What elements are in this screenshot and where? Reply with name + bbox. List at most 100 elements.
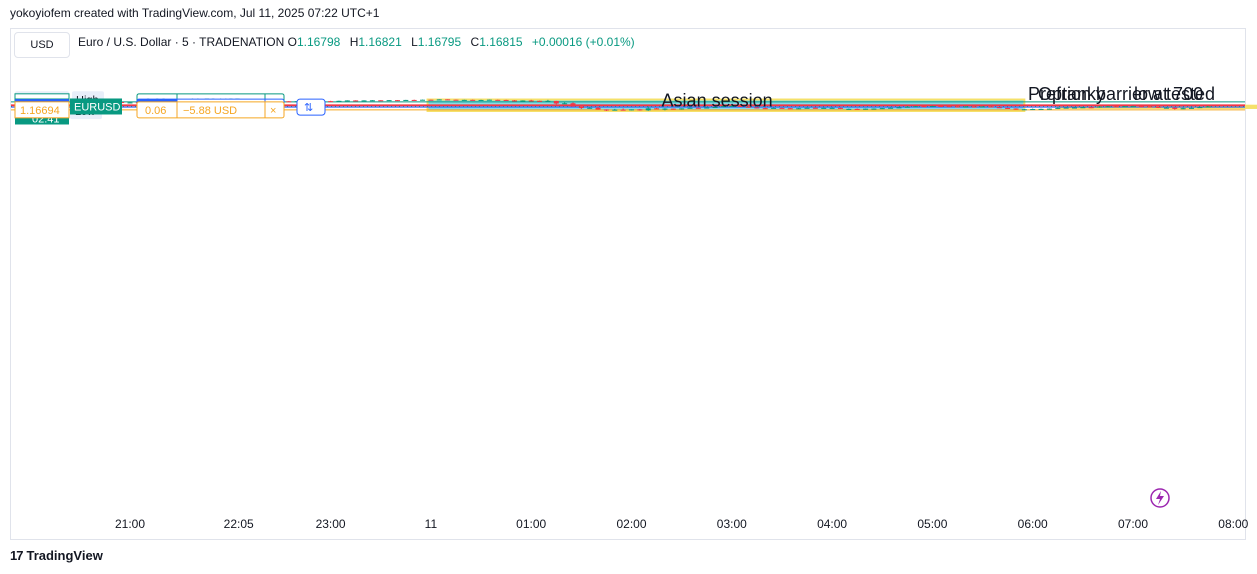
candle-body [1205,106,1211,108]
x-tick-label: 21:00 [115,517,145,531]
open-label: O [287,35,297,49]
annotation-option-barrier: Option barrier at 700 [1038,84,1203,104]
candle-body [1113,106,1119,108]
candle-body [495,99,501,101]
candle-body [921,106,927,108]
candle-body [796,108,802,110]
candle-body [353,100,359,102]
currency-button[interactable]: USD [14,32,70,58]
candle-body [754,107,760,109]
candle-body [403,99,409,101]
candle-body [344,100,350,102]
candle-body [737,105,743,107]
candle-body [328,101,334,103]
reverse-position-icon[interactable]: ⇅ [304,102,313,114]
candle-body [679,108,685,110]
candle-body [1055,107,1061,109]
candle-body [394,100,400,102]
symbol-description: Euro / U.S. Dollar · 5 · TRADENATION [78,35,285,49]
tradingview-footer: 17 TradingView [10,548,103,563]
position-qty: 0.06 [145,105,166,117]
symbol-legend: Euro / U.S. Dollar · 5 · TRADENATION O1.… [78,35,635,49]
high-label: H [349,35,359,49]
position-close-icon[interactable]: × [270,105,276,117]
candle-body [871,108,877,110]
candle-body [436,99,442,101]
candle-body [503,99,509,101]
x-tick-label: 04:00 [817,517,847,531]
candle-body [720,106,726,108]
candle-body [1097,106,1103,108]
x-tick-label: 06:00 [1018,517,1048,531]
candle-body [829,107,835,109]
close-label: C [470,35,480,49]
candle-body [896,107,902,109]
candle-body [603,109,609,111]
tradingview-logo-icon: 17 [10,548,24,563]
x-tick-label: 08:00 [1218,517,1248,531]
candle-body [787,108,793,110]
candle-body [971,106,977,108]
candle-body [470,99,476,101]
candle-body [1189,107,1195,109]
candle-body [637,109,643,111]
candle-body [888,107,894,109]
open-value: 1.16798 [296,35,341,49]
candle-body [1088,107,1094,109]
position-pill-orange [136,101,285,119]
symbol-tag-bg [70,98,122,115]
candle-body [879,108,885,110]
candle-body [946,106,952,108]
candle-body [988,106,994,108]
candle-body [1021,109,1027,111]
candle-body [821,107,827,109]
candle-body [662,108,668,110]
candle-body [670,108,676,110]
candle-body [1080,107,1086,109]
x-tick-label: 11 [425,517,438,531]
lightning-icon-ring [1150,488,1170,508]
candle-body [336,100,342,102]
candle-body [127,102,133,104]
candle-body [695,107,701,109]
candle-body [729,105,735,107]
candle-body [1122,106,1128,108]
candle-body [954,106,960,108]
candle-body [361,100,367,102]
candle-body [712,107,718,109]
candle-body [846,108,852,110]
candle-body [553,100,559,104]
candle-body [963,106,969,108]
candle-body [595,107,601,110]
candle-body [771,107,777,109]
candle-body [620,109,626,111]
candle-body [511,100,517,102]
candle-body [378,100,384,102]
candle-body [1147,106,1153,108]
candle-body [654,108,660,110]
candle-body [587,107,593,109]
candle-body [1138,106,1144,108]
x-tick-label: 01:00 [516,517,546,531]
low-value: 1.16795 [417,35,462,49]
candle-body [1030,109,1036,111]
chart-frame [10,28,1246,540]
change-value: +0.00016 (+0.01%) [531,35,635,49]
candle-body [420,99,426,101]
candle-body [980,106,986,108]
candle-body [461,99,467,101]
x-tick-label: 02:00 [616,517,646,531]
close-value: 1.16815 [479,35,523,49]
orange-line-badge-bg [14,101,70,119]
candle-body [570,103,576,107]
candle-body [1163,107,1169,109]
x-tick-label: 03:00 [717,517,747,531]
candle-body [687,107,693,109]
x-tick-label: 07:00 [1118,517,1148,531]
candle-body [854,108,860,110]
low-label: L [411,35,418,49]
candle-body [537,100,543,102]
candle-body [779,107,785,109]
candle-body [612,109,618,111]
